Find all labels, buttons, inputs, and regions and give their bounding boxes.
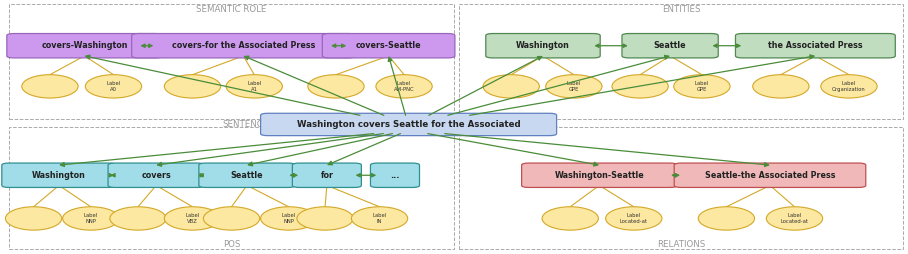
Ellipse shape bbox=[674, 75, 730, 98]
Ellipse shape bbox=[226, 75, 282, 98]
Text: the Associated Press: the Associated Press bbox=[768, 41, 863, 50]
Ellipse shape bbox=[110, 207, 166, 230]
Ellipse shape bbox=[308, 75, 364, 98]
Ellipse shape bbox=[85, 75, 142, 98]
Text: SEMANTIC ROLE: SEMANTIC ROLE bbox=[196, 5, 267, 14]
Text: Label
A0: Label A0 bbox=[106, 81, 121, 92]
Ellipse shape bbox=[483, 75, 539, 98]
Text: ...: ... bbox=[390, 171, 400, 180]
Text: ENTITIES: ENTITIES bbox=[662, 5, 700, 14]
Text: POS: POS bbox=[222, 240, 241, 249]
Text: Label
GPE: Label GPE bbox=[695, 81, 709, 92]
FancyBboxPatch shape bbox=[735, 34, 895, 58]
Text: Label
Located-at: Label Located-at bbox=[620, 213, 647, 224]
Ellipse shape bbox=[351, 207, 408, 230]
FancyBboxPatch shape bbox=[199, 163, 295, 187]
Ellipse shape bbox=[297, 207, 353, 230]
Ellipse shape bbox=[203, 207, 260, 230]
Text: Washington: Washington bbox=[32, 171, 86, 180]
FancyBboxPatch shape bbox=[486, 34, 600, 58]
Ellipse shape bbox=[5, 207, 62, 230]
FancyBboxPatch shape bbox=[108, 163, 204, 187]
FancyBboxPatch shape bbox=[674, 163, 866, 187]
Text: Seattle: Seattle bbox=[231, 171, 263, 180]
Ellipse shape bbox=[766, 207, 823, 230]
FancyBboxPatch shape bbox=[7, 34, 163, 58]
Ellipse shape bbox=[22, 75, 78, 98]
FancyBboxPatch shape bbox=[370, 163, 419, 187]
Text: Washington covers Seattle for the Associated: Washington covers Seattle for the Associ… bbox=[297, 120, 520, 129]
Ellipse shape bbox=[164, 75, 221, 98]
Text: Label
VBZ: Label VBZ bbox=[185, 213, 200, 224]
Ellipse shape bbox=[698, 207, 755, 230]
FancyBboxPatch shape bbox=[322, 34, 455, 58]
FancyBboxPatch shape bbox=[521, 163, 677, 187]
Text: for: for bbox=[321, 171, 333, 180]
Text: Label
GPE: Label GPE bbox=[567, 81, 581, 92]
Ellipse shape bbox=[546, 75, 602, 98]
FancyBboxPatch shape bbox=[2, 163, 116, 187]
Text: covers-for the Associated Press: covers-for the Associated Press bbox=[172, 41, 315, 50]
FancyBboxPatch shape bbox=[261, 113, 557, 136]
Text: Label
NNP: Label NNP bbox=[84, 213, 98, 224]
FancyBboxPatch shape bbox=[622, 34, 718, 58]
Bar bbox=[9, 4, 454, 119]
Text: Washington-Seattle: Washington-Seattle bbox=[555, 171, 644, 180]
FancyBboxPatch shape bbox=[132, 34, 355, 58]
Text: Label
IN: Label IN bbox=[372, 213, 387, 224]
Ellipse shape bbox=[164, 207, 221, 230]
Text: Seattle: Seattle bbox=[654, 41, 686, 50]
Text: Washington: Washington bbox=[516, 41, 570, 50]
Text: Label
Organization: Label Organization bbox=[832, 81, 866, 92]
Text: covers-Seattle: covers-Seattle bbox=[356, 41, 421, 50]
Bar bbox=[9, 127, 454, 249]
Text: SENTENCE: SENTENCE bbox=[222, 120, 268, 129]
Text: Seattle-the Associated Press: Seattle-the Associated Press bbox=[705, 171, 835, 180]
Text: Label
NNP: Label NNP bbox=[281, 213, 296, 224]
Text: Label
AM-PNC: Label AM-PNC bbox=[394, 81, 414, 92]
Text: Label
Located-at: Label Located-at bbox=[781, 213, 808, 224]
Bar bbox=[459, 127, 903, 249]
Bar bbox=[459, 4, 903, 119]
Ellipse shape bbox=[753, 75, 809, 98]
Ellipse shape bbox=[542, 207, 598, 230]
Ellipse shape bbox=[612, 75, 668, 98]
Ellipse shape bbox=[376, 75, 432, 98]
Ellipse shape bbox=[261, 207, 317, 230]
Text: covers: covers bbox=[142, 171, 171, 180]
Ellipse shape bbox=[821, 75, 877, 98]
Text: Label
A1: Label A1 bbox=[247, 81, 262, 92]
Ellipse shape bbox=[63, 207, 119, 230]
Text: RELATIONS: RELATIONS bbox=[656, 240, 706, 249]
Text: covers-Washington: covers-Washington bbox=[41, 41, 128, 50]
Ellipse shape bbox=[606, 207, 662, 230]
FancyBboxPatch shape bbox=[292, 163, 361, 187]
